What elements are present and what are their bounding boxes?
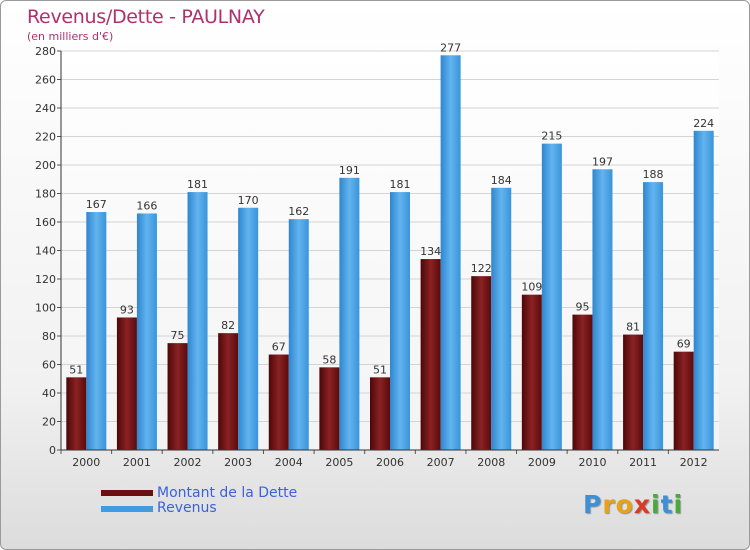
data-label-revenus-2006: 181: [390, 178, 411, 191]
proxiti-logo: Proxiti: [583, 490, 683, 519]
x-tick-label-2006: 2006: [376, 456, 404, 469]
x-tick-label-2012: 2012: [680, 456, 708, 469]
data-label-revenus-2010: 197: [592, 155, 613, 168]
y-tick-label-140: 140: [35, 245, 56, 258]
data-label-debt-2005: 58: [322, 353, 336, 366]
bar-revenus-2012: [693, 130, 714, 451]
bar-revenus-2007: [440, 55, 461, 451]
bar-debt-2001: [116, 317, 137, 450]
data-label-debt-2002: 75: [171, 329, 185, 342]
x-tick-label-2004: 2004: [275, 456, 303, 469]
data-label-revenus-2004: 162: [288, 205, 309, 218]
x-tick-label-2002: 2002: [174, 456, 202, 469]
logo-letter-1: r: [602, 490, 616, 519]
legend-label-debt: Montant de la Dette: [157, 485, 298, 501]
data-label-debt-2003: 82: [221, 319, 235, 332]
bar-revenus-2008: [491, 187, 512, 451]
y-tick-label-200: 200: [35, 159, 56, 172]
data-label-debt-2008: 122: [471, 262, 492, 275]
bar-revenus-2002: [187, 192, 208, 450]
legend-label-revenus: Revenus: [157, 500, 217, 516]
y-tick-label-120: 120: [35, 273, 56, 286]
data-label-debt-2001: 93: [120, 303, 134, 316]
bar-debt-2005: [319, 367, 340, 450]
data-label-revenus-2002: 181: [187, 178, 208, 191]
logo-letter-6: i: [673, 490, 684, 519]
bar-revenus-2004: [288, 219, 309, 450]
x-tick-label-2008: 2008: [477, 456, 505, 469]
data-label-revenus-2008: 184: [491, 174, 512, 187]
y-tick-label-80: 80: [42, 330, 56, 343]
bar-debt-2004: [268, 354, 289, 450]
data-label-debt-2011: 81: [626, 321, 640, 334]
logo-letter-4: i: [651, 490, 661, 519]
legend-swatch-debt: [101, 490, 153, 496]
data-label-debt-2009: 109: [521, 281, 542, 294]
bar-revenus-2011: [643, 182, 664, 450]
bar-debt-2010: [572, 314, 593, 450]
y-tick-label-100: 100: [35, 302, 56, 315]
plot-area: 0 20 40 60 80 100 120 140 160 180 200 220 240 260 280 5…: [35, 41, 719, 469]
data-label-revenus-2007: 277: [440, 41, 461, 54]
bar-revenus-2001: [136, 213, 157, 450]
bar-debt-2003: [218, 333, 239, 450]
chart-subtitle: (en milliers d'€): [27, 30, 114, 43]
bar-debt-2000: [66, 377, 87, 450]
data-label-debt-2006: 51: [373, 363, 387, 376]
bar-revenus-2005: [339, 177, 360, 450]
bar-revenus-2003: [238, 207, 259, 450]
bar-debt-2012: [673, 351, 694, 450]
bar-debt-2009: [521, 294, 542, 450]
x-tick-label-2011: 2011: [629, 456, 657, 469]
y-tick-label-220: 220: [35, 131, 56, 144]
data-label-revenus-2003: 170: [238, 194, 259, 207]
data-label-debt-2010: 95: [575, 301, 589, 314]
data-label-revenus-2011: 188: [643, 168, 664, 181]
bar-debt-2007: [420, 259, 441, 450]
data-label-revenus-2009: 215: [541, 130, 562, 143]
logo-letter-5: t: [660, 490, 674, 519]
data-label-debt-2000: 51: [69, 363, 83, 376]
data-label-debt-2004: 67: [272, 341, 286, 354]
legend-swatch-revenus: [101, 506, 153, 512]
x-tick-label-2009: 2009: [528, 456, 556, 469]
x-tick-label-2007: 2007: [427, 456, 455, 469]
x-tick-label-2001: 2001: [123, 456, 151, 469]
y-tick-label-160: 160: [35, 216, 56, 229]
x-tick-label-2010: 2010: [578, 456, 606, 469]
bar-debt-2006: [370, 377, 390, 450]
logo-letter-0: P: [583, 490, 603, 519]
bar-revenus-2000: [86, 212, 107, 450]
data-label-revenus-2005: 191: [339, 164, 360, 177]
bar-debt-2008: [471, 276, 492, 450]
x-tick-label-2005: 2005: [325, 456, 353, 469]
x-tick-label-2003: 2003: [224, 456, 252, 469]
y-tick-label-260: 260: [35, 74, 56, 87]
bar-revenus-2006: [390, 192, 410, 450]
bar-revenus-2009: [541, 143, 562, 450]
y-tick-label-280: 280: [35, 45, 56, 58]
bar-debt-2002: [167, 343, 188, 450]
bar-debt-2011: [623, 334, 644, 450]
chart-title: Revenus/Dette - PAULNAY: [27, 6, 265, 28]
bar-revenus-2010: [592, 169, 613, 450]
logo-letter-2: o: [615, 490, 634, 519]
x-tick-label-2000: 2000: [72, 456, 100, 469]
data-label-debt-2012: 69: [677, 338, 691, 351]
data-label-revenus-2000: 167: [86, 198, 107, 211]
y-tick-label-0: 0: [49, 444, 56, 457]
y-tick-label-60: 60: [42, 359, 56, 372]
y-tick-label-180: 180: [35, 188, 56, 201]
y-tick-label-40: 40: [42, 387, 56, 400]
y-tick-label-240: 240: [35, 102, 56, 115]
data-label-debt-2007: 134: [420, 245, 441, 258]
y-tick-label-20: 20: [42, 416, 56, 429]
logo-letter-3: x: [633, 490, 651, 519]
data-label-revenus-2012: 224: [693, 117, 714, 130]
data-label-revenus-2001: 166: [136, 199, 157, 212]
